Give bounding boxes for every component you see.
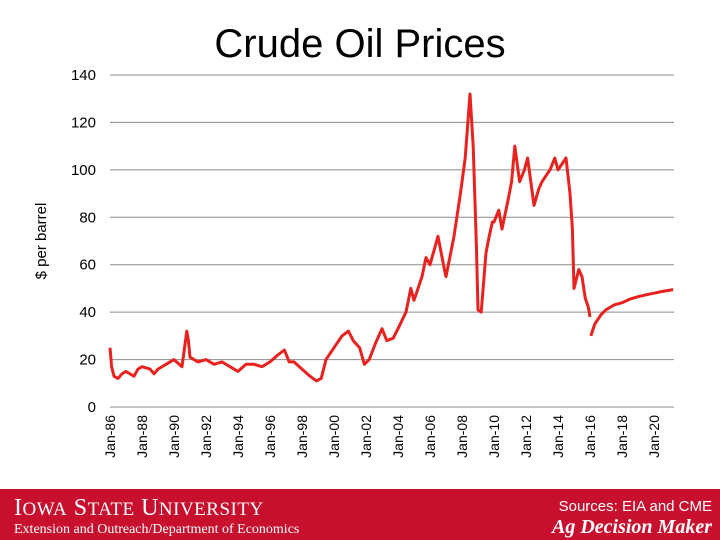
x-axis-tick-labels: Jan-86 Jan-88 Jan-90 Jan-92 Jan-94 Jan-96 Jan-…: [102, 415, 662, 458]
department-text: Extension and Outreach/Department of Eco…: [14, 522, 300, 537]
x-tick-label: Jan-94: [230, 415, 246, 458]
x-tick-label: Jan-20: [646, 415, 662, 458]
y-tick-label: 60: [79, 257, 96, 274]
y-tick-label: 0: [88, 399, 96, 416]
gridlines: [110, 74, 674, 408]
y-tick-label: 120: [71, 114, 96, 131]
x-tick-label: Jan-10: [486, 415, 502, 458]
x-tick-label: Jan-04: [390, 415, 406, 458]
series-line-historical: [108, 92, 592, 383]
y-tick-label: 140: [71, 67, 96, 84]
university-word: IOWA: [14, 495, 68, 521]
x-tick-label: Jan-18: [614, 415, 630, 458]
university-logo-text: IOWA STATE UNIVERSITY: [14, 495, 264, 522]
y-tick-label: 40: [79, 304, 96, 321]
y-axis-label: $ per barrel: [33, 203, 50, 280]
y-tick-label: 80: [79, 209, 96, 226]
footer-bar: IOWA STATE UNIVERSITY Extension and Outr…: [0, 489, 720, 540]
data-series: [108, 92, 674, 383]
ag-decision-maker-logo: Ag Decision Maker: [552, 516, 712, 538]
x-tick-label: Jan-06: [422, 415, 438, 458]
x-tick-label: Jan-90: [166, 415, 182, 458]
x-tick-label: Jan-00: [326, 415, 342, 458]
x-tick-label: Jan-02: [358, 415, 374, 458]
sources-text: Sources: EIA and CME: [558, 498, 712, 515]
series-line-futures: [589, 288, 674, 337]
university-word: STATE: [73, 495, 135, 521]
x-tick-label: Jan-86: [102, 415, 118, 458]
y-tick-label: 20: [79, 352, 96, 369]
x-tick-label: Jan-92: [198, 415, 214, 458]
x-tick-label: Jan-16: [582, 415, 598, 458]
x-tick-label: Jan-08: [454, 415, 470, 458]
y-axis-tick-labels: 0 20 40 60 80 100 120 140: [71, 67, 96, 416]
chart-title: Crude Oil Prices: [214, 22, 506, 66]
x-tick-label: Jan-12: [518, 415, 534, 458]
university-word: UNIVERSITY: [141, 495, 264, 521]
x-tick-label: Jan-88: [134, 415, 150, 458]
x-tick-label: Jan-98: [294, 415, 310, 458]
x-tick-label: Jan-14: [550, 415, 566, 458]
y-tick-label: 100: [71, 162, 96, 179]
x-tick-label: Jan-96: [262, 415, 278, 458]
